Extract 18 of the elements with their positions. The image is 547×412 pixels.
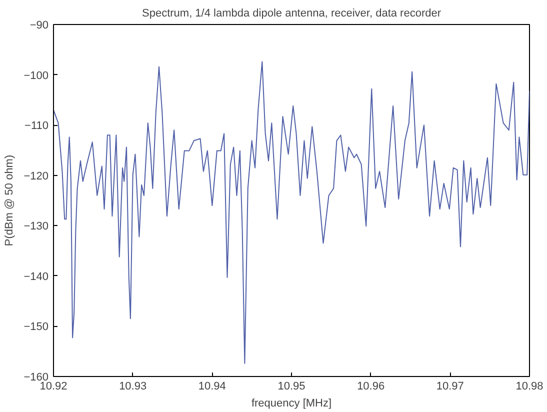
y-tick-label: −120 <box>24 170 49 182</box>
x-tick-label: 10.95 <box>278 380 306 392</box>
x-tick-label: 10.92 <box>40 380 68 392</box>
x-tick-label: 10.93 <box>119 380 147 392</box>
x-tick-label: 10.98 <box>516 380 544 392</box>
chart-title: Spectrum, 1/4 lambda dipole antenna, receiver, data recorder <box>142 8 442 20</box>
y-tick-label: −140 <box>24 270 49 283</box>
x-tick-label: 10.97 <box>436 380 464 392</box>
x-tick-label: 10.96 <box>357 380 385 392</box>
x-axis-title: frequency [MHz] <box>251 398 332 410</box>
y-tick-label: −130 <box>24 220 49 233</box>
y-tick-label: −150 <box>24 321 49 334</box>
y-tick-label: −100 <box>24 70 49 82</box>
y-axis-title: P(dBm @ 50 ohm) <box>4 154 16 246</box>
line-series <box>54 61 530 364</box>
x-tick-label: 10.94 <box>198 380 226 392</box>
y-tick-label: −110 <box>24 120 49 132</box>
y-tick-label: −90 <box>30 20 49 32</box>
